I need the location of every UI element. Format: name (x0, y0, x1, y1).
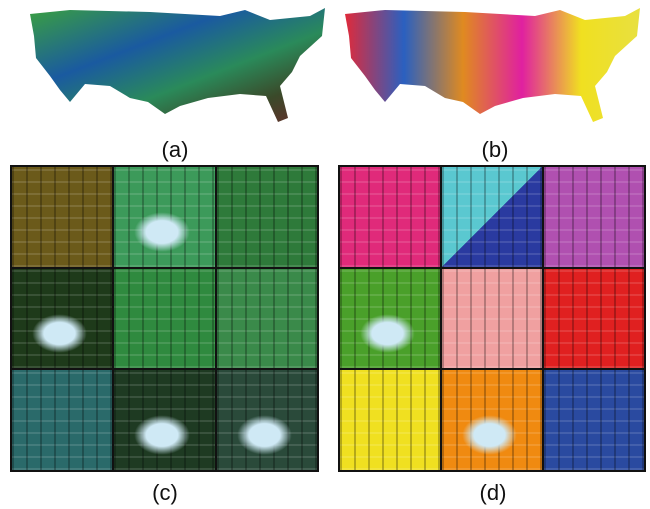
panel-label: (d) (453, 480, 533, 506)
tile (114, 167, 214, 267)
panel-label: (c) (125, 480, 205, 506)
tile (114, 370, 214, 470)
tile (442, 269, 542, 369)
tile (340, 167, 440, 267)
tile (217, 167, 317, 267)
figure: (a) (b) (c) (d) (0, 0, 650, 509)
tile (217, 269, 317, 369)
panel-label: (a) (135, 137, 215, 163)
tile-grid-c (10, 165, 319, 472)
tile (114, 269, 214, 369)
tile (12, 370, 112, 470)
maps (0, 0, 650, 140)
tile (544, 167, 644, 267)
tile (544, 370, 644, 470)
map-b (345, 8, 640, 122)
tile (340, 269, 440, 369)
map-a (30, 8, 325, 122)
panel-label: (b) (455, 137, 535, 163)
tile (442, 167, 542, 267)
tile (12, 167, 112, 267)
tile (217, 370, 317, 470)
tile (442, 370, 542, 470)
tile (544, 269, 644, 369)
tile (12, 269, 112, 369)
tile (340, 370, 440, 470)
tile-grid-d (338, 165, 646, 472)
